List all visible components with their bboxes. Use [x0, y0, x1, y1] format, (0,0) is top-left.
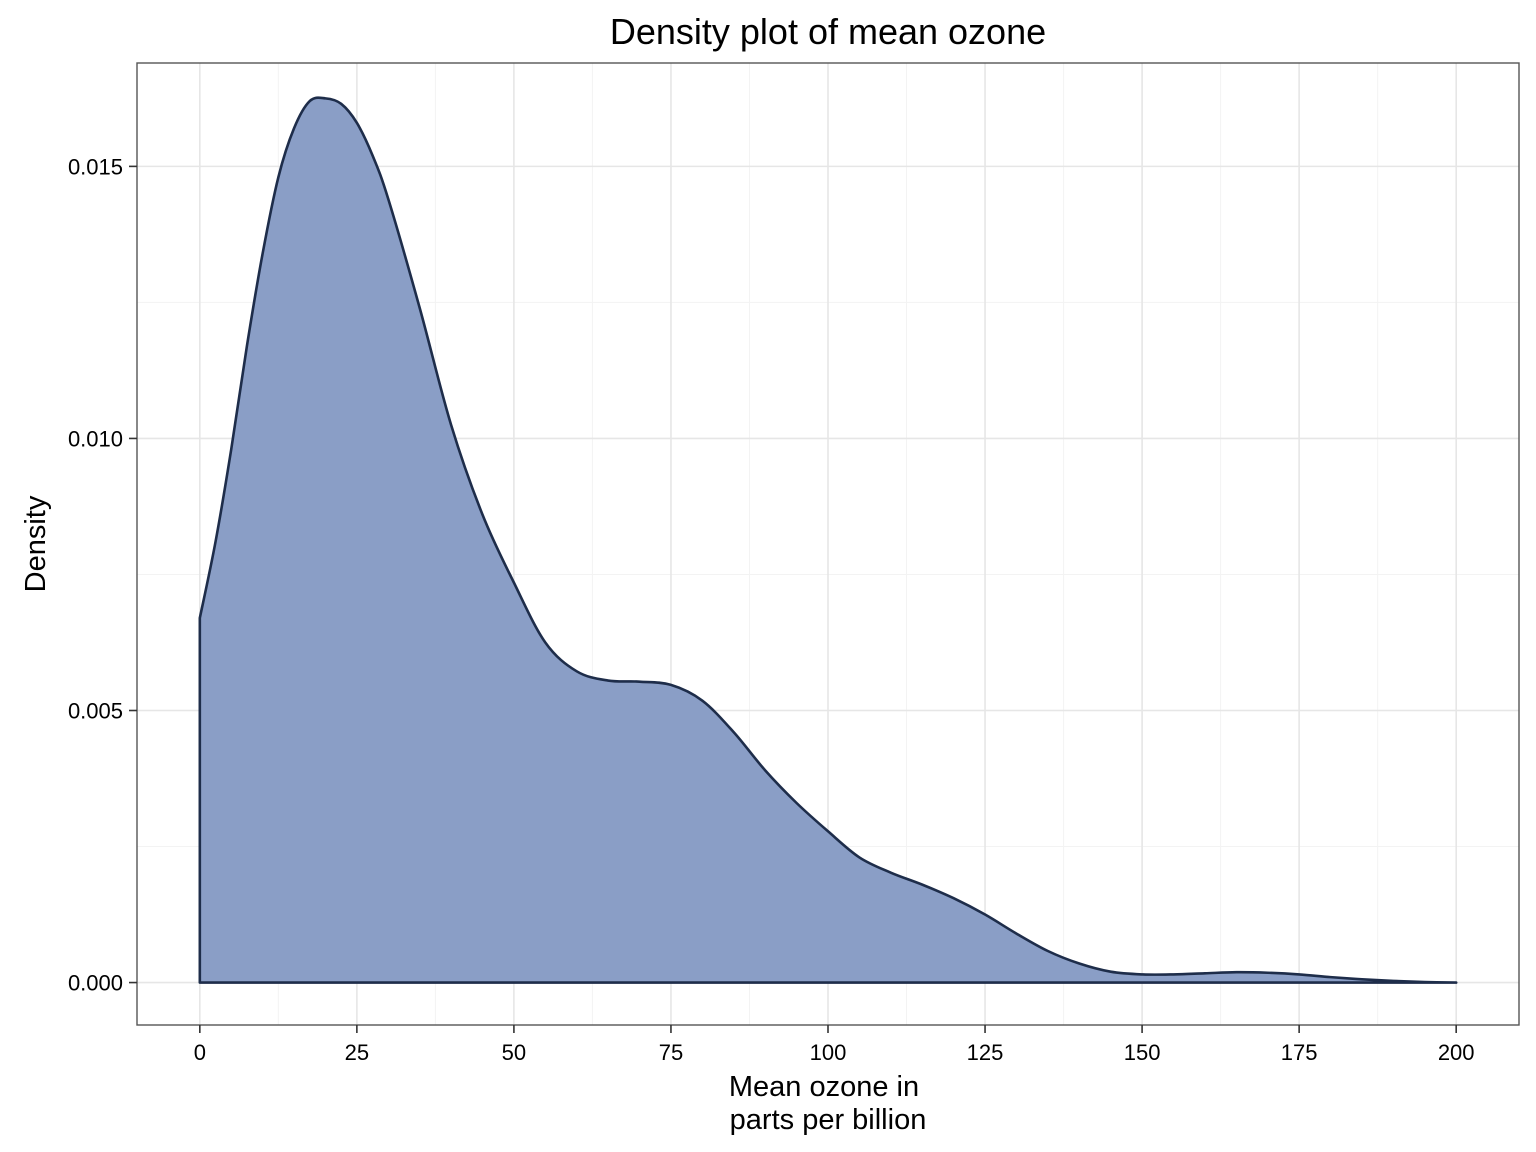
x-axis-title-line-2: parts per billion — [730, 1104, 927, 1136]
x-axis: 0 25 50 75 100 125 150 175 200 — [194, 1025, 1475, 1065]
x-tick-label: 200 — [1438, 1040, 1475, 1065]
x-axis-title: Mean ozone in parts per billion — [729, 1071, 927, 1136]
y-axis-title: Density — [20, 495, 52, 592]
y-tick-label: 0.005 — [68, 699, 123, 724]
y-tick-label: 0.000 — [68, 971, 123, 996]
density-area-layer — [198, 96, 1458, 984]
density-area — [198, 96, 1458, 984]
x-axis-title-line-1: Mean ozone in — [729, 1071, 919, 1103]
x-tick-label: 75 — [659, 1040, 683, 1065]
x-tick-label: 175 — [1281, 1040, 1318, 1065]
x-tick-label: 125 — [967, 1040, 1004, 1065]
y-axis: 0.000 0.005 0.010 0.015 — [68, 154, 137, 996]
x-tick-label: 50 — [502, 1040, 526, 1065]
chart-title: Density plot of mean ozone — [610, 11, 1046, 52]
x-tick-label: 150 — [1124, 1040, 1161, 1065]
x-tick-label: 0 — [194, 1040, 206, 1065]
y-tick-label: 0.010 — [68, 426, 123, 451]
x-tick-label: 25 — [345, 1040, 369, 1065]
x-tick-label: 100 — [810, 1040, 847, 1065]
y-tick-label: 0.015 — [68, 154, 123, 179]
